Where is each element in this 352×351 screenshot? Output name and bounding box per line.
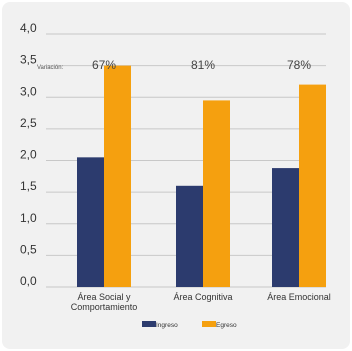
y-tick-label: 1,5	[20, 179, 37, 193]
y-tick-label: 0,5	[20, 242, 37, 256]
bar-egreso-0	[104, 65, 131, 287]
variation-labels: Variación: 67% 81% 78%	[37, 58, 311, 72]
y-tick-label: 0,0	[20, 274, 37, 288]
legend-label-ingreso: Ingreso	[156, 322, 178, 329]
bar-ingreso-2	[272, 168, 299, 287]
y-tick-label: 3,0	[20, 84, 37, 98]
legend-swatch-egreso	[202, 321, 216, 327]
bars	[77, 65, 326, 287]
category-label: Área Emocional	[267, 292, 331, 302]
y-tick-label: 3,5	[20, 53, 37, 67]
legend-label-egreso: Egreso	[216, 322, 237, 329]
variation-value: 78%	[287, 58, 311, 72]
category-label: Área Cognitiva	[173, 292, 232, 302]
category-label: Área Social y	[77, 292, 131, 302]
variation-caption: Variación:	[37, 65, 64, 71]
y-tick-label: 2,5	[20, 116, 37, 130]
bar-ingreso-0	[77, 157, 104, 287]
y-tick-label: 2,0	[20, 148, 37, 162]
category-label: Comportamiento	[71, 302, 138, 312]
legend-swatch-ingreso	[142, 321, 156, 327]
variation-value: 67%	[92, 58, 116, 72]
y-tick-label: 1,0	[20, 211, 37, 225]
bar-ingreso-1	[176, 185, 203, 287]
y-tick-label: 4,0	[20, 21, 37, 35]
legend: Ingreso Egreso	[142, 321, 237, 329]
bar-egreso-1	[203, 100, 230, 287]
bar-egreso-2	[299, 84, 326, 287]
variation-value: 81%	[191, 58, 215, 72]
y-axis-ticks: 0,0 0,5 1,0 1,5 2,0 2,5 3,0 3,5 4,0	[20, 21, 37, 288]
